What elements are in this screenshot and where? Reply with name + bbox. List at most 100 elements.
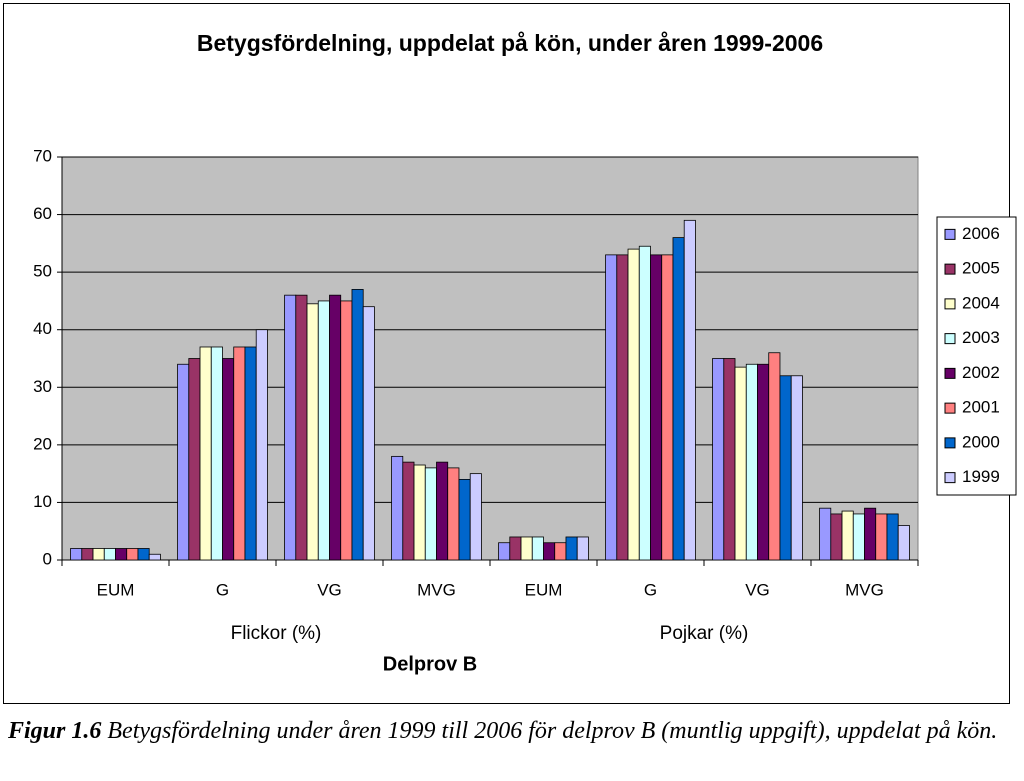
- bar: [790, 375, 803, 561]
- x-tick-label: EUM: [525, 580, 563, 599]
- legend-swatch: [944, 228, 956, 240]
- bar: [819, 507, 832, 561]
- y-tick-label: 30: [33, 377, 52, 396]
- bar: [306, 303, 319, 561]
- x-tick-label: G: [644, 580, 657, 599]
- bar: [244, 346, 257, 561]
- group-label: Flickor (%): [231, 623, 322, 644]
- bar: [757, 363, 770, 561]
- bar: [830, 513, 843, 561]
- bar: [137, 548, 150, 561]
- bar: [148, 553, 161, 561]
- bar: [565, 536, 578, 561]
- bar: [447, 467, 460, 561]
- caption: Figur 1.6 Betygsfördelning under åren 19…: [8, 716, 1018, 747]
- bar: [295, 294, 308, 561]
- bar: [340, 300, 353, 561]
- legend-label: 2002: [962, 363, 1000, 382]
- legend-swatch: [944, 437, 956, 449]
- chart: 0 10 20 30 40 50 60 70 EUM G VG MVG EUM G VG MVG Flickor…: [33, 146, 1017, 675]
- bar: [886, 513, 899, 561]
- bar: [852, 513, 865, 561]
- bar: [329, 294, 342, 561]
- bar: [317, 300, 330, 561]
- bar: [436, 461, 449, 561]
- legend-box: [936, 216, 1017, 496]
- legend-label: 2006: [962, 224, 1000, 243]
- bar: [498, 542, 511, 561]
- bar: [233, 346, 246, 561]
- legend-swatch: [944, 263, 956, 275]
- legend-label: 2004: [962, 293, 1000, 312]
- bar: [351, 289, 364, 561]
- bar: [897, 525, 910, 561]
- bar: [458, 478, 471, 561]
- bar: [768, 352, 781, 561]
- bar: [92, 548, 105, 561]
- bar: [650, 254, 663, 561]
- legend-swatch: [944, 367, 956, 379]
- bar: [841, 510, 854, 561]
- legend-label: 2000: [962, 432, 1000, 451]
- bar: [531, 536, 544, 561]
- bar: [402, 461, 415, 561]
- bar: [362, 306, 375, 561]
- x-tick-label: MVG: [845, 580, 884, 599]
- bar: [723, 358, 736, 561]
- bar: [177, 363, 190, 561]
- bar: [576, 536, 589, 561]
- legend-label: 1999: [962, 467, 1000, 486]
- bar: [734, 366, 747, 561]
- legend-label: 2001: [962, 398, 1000, 417]
- x-tick-label: EUM: [97, 580, 135, 599]
- bar: [683, 219, 696, 561]
- y-tick-label: 40: [33, 319, 52, 338]
- bar: [627, 248, 640, 561]
- legend-swatch: [944, 333, 956, 345]
- group-label: Pojkar (%): [660, 623, 749, 644]
- x-tick-label: MVG: [417, 580, 456, 599]
- legend-swatch: [944, 472, 956, 484]
- bar: [779, 375, 792, 561]
- bar: [391, 455, 404, 561]
- bar: [605, 254, 618, 561]
- bar: [70, 548, 83, 561]
- legend-swatch: [944, 402, 956, 414]
- bar: [210, 346, 223, 561]
- bar: [188, 358, 201, 561]
- bar: [661, 254, 674, 561]
- bar: [554, 542, 567, 561]
- caption-text: Betygsfördelning under åren 1999 till 20…: [107, 718, 998, 744]
- y-tick-label: 20: [33, 434, 52, 453]
- bar: [520, 536, 533, 561]
- y-tick-label: 60: [33, 204, 52, 223]
- bar: [864, 507, 877, 561]
- y-tick-label: 50: [33, 262, 52, 281]
- y-tick-label: 0: [43, 549, 52, 568]
- bar: [509, 536, 522, 561]
- bar: [413, 464, 426, 561]
- x-tick-label: VG: [745, 580, 770, 599]
- bar: [616, 254, 629, 561]
- bar: [638, 245, 651, 561]
- bar: [199, 346, 212, 561]
- bar: [126, 548, 139, 561]
- bar: [115, 548, 128, 561]
- bar: [222, 358, 235, 561]
- bar: [81, 548, 94, 561]
- y-tick-label: 10: [33, 492, 52, 511]
- x-tick-label: G: [216, 580, 229, 599]
- bar: [424, 467, 437, 561]
- bar: [103, 548, 116, 561]
- x-axis-title: Delprov B: [383, 653, 477, 675]
- y-tick-label: 70: [33, 146, 52, 165]
- legend-label: 2003: [962, 328, 1000, 347]
- bar: [255, 329, 268, 561]
- bar: [284, 294, 297, 561]
- bar: [543, 542, 556, 561]
- bar: [672, 237, 685, 561]
- legend-label: 2005: [962, 259, 1000, 278]
- bar: [745, 363, 758, 561]
- bar: [712, 358, 725, 561]
